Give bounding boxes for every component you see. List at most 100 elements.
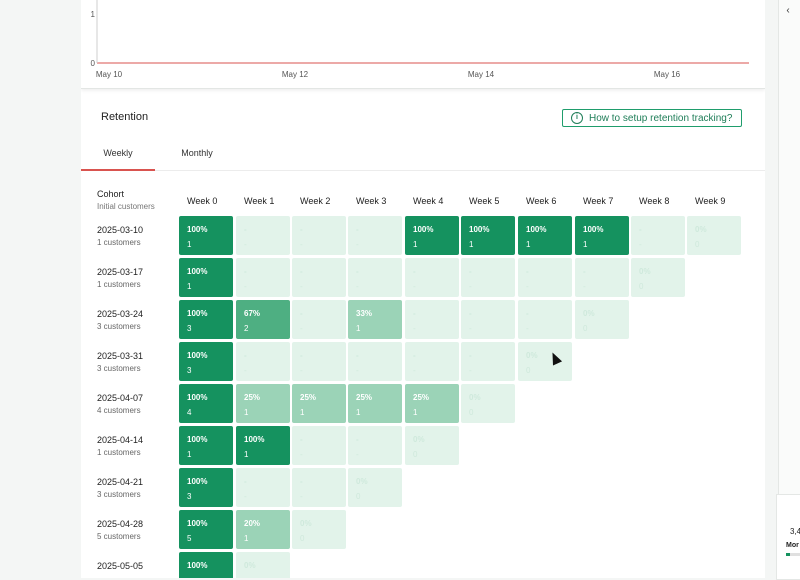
retention-cell[interactable]: -- — [461, 258, 515, 297]
cohort-customers: 1 customers — [97, 280, 141, 289]
retention-cell[interactable]: 0% 0 — [631, 258, 685, 297]
cell-count: 1 — [300, 408, 305, 417]
retention-cell[interactable]: -- — [292, 342, 346, 381]
retention-cell[interactable]: 0% — [236, 552, 290, 578]
cohort-date: 2025-04-07 — [97, 393, 144, 403]
cell-percent: - — [469, 309, 472, 318]
side-stat-progress-fill — [786, 553, 791, 556]
cell-percent: 0% — [356, 477, 368, 486]
retention-cell[interactable]: 100% 1 — [179, 216, 233, 255]
retention-cell[interactable]: 0% 0 — [687, 216, 741, 255]
retention-cell[interactable]: -- — [236, 216, 290, 255]
cell-percent: 100% — [187, 435, 208, 444]
retention-cell[interactable]: 100% 1 — [518, 216, 572, 255]
cell-count: 0 — [695, 240, 700, 249]
retention-cell[interactable]: 33% 1 — [348, 300, 402, 339]
retention-cell[interactable]: 0% 0 — [518, 342, 572, 381]
retention-cell[interactable]: 25% 1 — [348, 384, 402, 423]
retention-cell[interactable]: 100% 4 — [179, 384, 233, 423]
retention-cell[interactable]: -- — [292, 426, 346, 465]
retention-cell[interactable]: 25% 1 — [405, 384, 459, 423]
retention-cell[interactable]: 100% 1 — [405, 216, 459, 255]
cell-count: 1 — [356, 324, 361, 333]
week-header: Week 3 — [356, 196, 387, 206]
cohort-customers: 4 customers — [97, 406, 141, 415]
retention-cell[interactable]: -- — [292, 258, 346, 297]
retention-cell[interactable]: -- — [292, 468, 346, 507]
retention-cell[interactable]: 100% 1 — [461, 216, 515, 255]
retention-cell[interactable]: 0% 0 — [405, 426, 459, 465]
retention-cell[interactable]: -- — [405, 342, 459, 381]
retention-cell[interactable]: -- — [575, 258, 629, 297]
retention-cell[interactable]: 100% 1 — [236, 426, 290, 465]
retention-cell[interactable]: -- — [236, 468, 290, 507]
cell-count: - — [300, 450, 303, 459]
cell-percent: 0% — [526, 351, 538, 360]
week-header: Week 1 — [244, 196, 275, 206]
retention-cell[interactable]: 100% 1 — [179, 258, 233, 297]
x-tick-label: May 16 — [654, 70, 681, 79]
side-stat-progress — [786, 553, 800, 556]
week-header: Week 4 — [413, 196, 444, 206]
y-tick-label: 0 — [91, 59, 96, 68]
retention-cell[interactable]: 20% 1 — [236, 510, 290, 549]
retention-cell[interactable]: -- — [236, 342, 290, 381]
cell-count: 1 — [187, 282, 192, 291]
retention-cell[interactable]: -- — [348, 258, 402, 297]
cell-count: - — [300, 324, 303, 333]
retention-cell[interactable]: -- — [348, 216, 402, 255]
retention-cell[interactable]: 0% 0 — [348, 468, 402, 507]
retention-cell[interactable]: 25% 1 — [236, 384, 290, 423]
side-stat-label: Mor — [786, 542, 799, 549]
cell-percent: 67% — [244, 309, 261, 318]
cell-percent: - — [413, 309, 416, 318]
tab-weekly[interactable]: Weekly — [81, 140, 155, 171]
retention-cell[interactable]: -- — [518, 300, 572, 339]
cell-count: - — [469, 324, 472, 333]
retention-cell[interactable]: -- — [348, 426, 402, 465]
retention-cell[interactable]: -- — [405, 300, 459, 339]
tab-monthly[interactable]: Monthly — [181, 148, 213, 158]
cohort-customers: 3 customers — [97, 364, 141, 373]
retention-cell[interactable]: 100% 1 — [179, 426, 233, 465]
retention-cell[interactable]: 25% 1 — [292, 384, 346, 423]
retention-cell[interactable]: -- — [461, 342, 515, 381]
cell-percent: - — [413, 351, 416, 360]
retention-cell[interactable]: 0% 0 — [461, 384, 515, 423]
cell-percent: - — [300, 309, 303, 318]
retention-cell[interactable]: 67% 2 — [236, 300, 290, 339]
cell-percent: - — [300, 351, 303, 360]
retention-cell[interactable]: 100% 1 — [575, 216, 629, 255]
cell-count: 3 — [187, 366, 192, 375]
retention-cell[interactable]: -- — [348, 342, 402, 381]
cohort-customers: 1 customers — [97, 238, 141, 247]
cell-percent: 0% — [469, 393, 481, 402]
retention-cell[interactable]: -- — [292, 216, 346, 255]
week-header: Week 7 — [583, 196, 614, 206]
retention-cell[interactable]: 100% 3 — [179, 342, 233, 381]
retention-cell[interactable]: 0% 0 — [292, 510, 346, 549]
x-tick-label: May 12 — [282, 70, 309, 79]
cell-percent: - — [300, 477, 303, 486]
cohort-subheader: Initial customers — [97, 202, 155, 211]
retention-cell[interactable]: -- — [461, 300, 515, 339]
retention-cell[interactable]: -- — [236, 258, 290, 297]
cell-percent: 100% — [413, 225, 434, 234]
retention-cell[interactable]: 0% 0 — [575, 300, 629, 339]
cohort-date: 2025-03-17 — [97, 267, 144, 277]
cohort-date: 2025-04-28 — [97, 519, 144, 529]
retention-cell[interactable]: -- — [631, 216, 685, 255]
retention-cell[interactable]: 100% 3 — [179, 468, 233, 507]
retention-cell[interactable]: -- — [518, 258, 572, 297]
retention-cell[interactable]: 100% — [179, 552, 233, 578]
retention-help-button[interactable]: i How to setup retention tracking? — [562, 109, 742, 127]
cell-count: 1 — [526, 240, 531, 249]
retention-cell[interactable]: 100% 5 — [179, 510, 233, 549]
retention-cell[interactable]: -- — [292, 300, 346, 339]
cell-percent: - — [356, 435, 359, 444]
retention-cell[interactable]: -- — [405, 258, 459, 297]
cell-percent: 33% — [356, 309, 373, 318]
chevron-left-icon[interactable]: ‹ — [786, 5, 790, 16]
cell-count: - — [526, 282, 529, 291]
retention-cell[interactable]: 100% 3 — [179, 300, 233, 339]
